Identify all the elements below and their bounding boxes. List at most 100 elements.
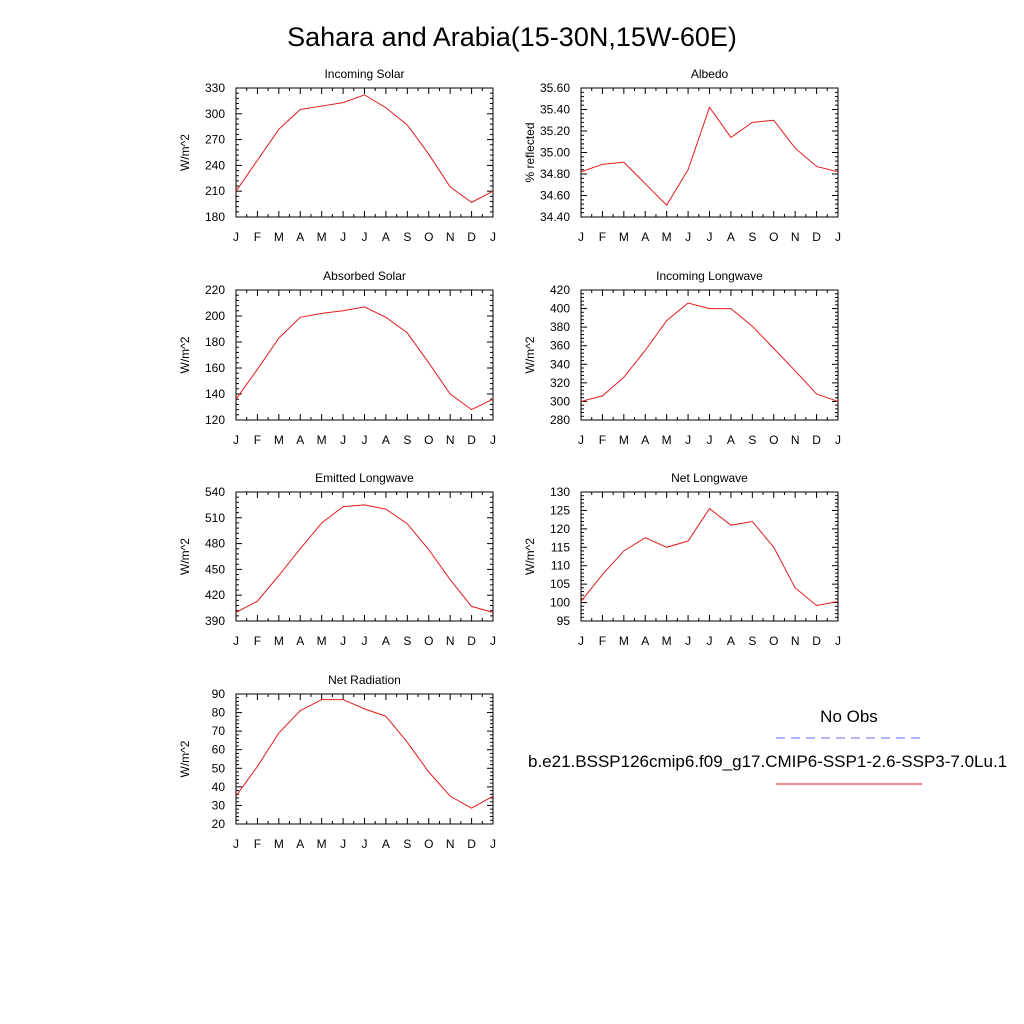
chart1-xtick-label: A [296, 230, 304, 244]
chart1-ylabel: W/m^2 [178, 134, 192, 171]
chart3-xtick-label: O [424, 433, 433, 447]
chart7-xtick-label: S [403, 837, 411, 851]
chart7-ytick-label: 70 [212, 724, 226, 738]
chart5-xtick-label: M [317, 634, 327, 648]
chart7-xtick-label: J [340, 837, 346, 851]
chart1-series-line [235, 94, 494, 203]
chart2-ytick-label: 34.40 [540, 210, 570, 224]
chart2-title: Albedo [691, 67, 729, 81]
chart4-title: Incoming Longwave [656, 269, 763, 283]
chart3-xtick-label: F [254, 433, 261, 447]
chart4-ytick-label: 420 [550, 283, 570, 297]
chart6-ytick-label: 95 [557, 614, 571, 628]
chart4-xtick-label: J [685, 433, 691, 447]
chart5-xtick-label: N [446, 634, 455, 648]
chart7-xtick-label: M [274, 837, 284, 851]
chart2-xtick-label: M [662, 230, 672, 244]
chart7-xtick-label: O [424, 837, 433, 851]
chart5-xtick-label: J [340, 634, 346, 648]
chart3-ytick-label: 200 [205, 309, 225, 323]
chart6-ytick-label: 110 [551, 559, 570, 573]
chart7-ytick-label: 50 [212, 761, 226, 775]
chart7-xtick-label: D [467, 837, 476, 851]
chart4-ytick-label: 340 [550, 357, 570, 371]
chart1-plot-frame [235, 87, 494, 218]
chart3-ytick-label: 120 [205, 413, 225, 427]
chart5-xtick-label: F [254, 634, 261, 648]
chart2-series-line [580, 106, 839, 206]
chart2-xtick-label: O [769, 230, 778, 244]
chart6-title: Net Longwave [671, 471, 748, 485]
chart4-xtick-label: A [727, 433, 735, 447]
chart1-ytick-label: 270 [205, 133, 225, 147]
chart7-ylabel: W/m^2 [178, 740, 192, 777]
chart6-xtick-label: O [769, 634, 778, 648]
figure-title: Sahara and Arabia(15-30N,15W-60E) [287, 22, 737, 52]
chart7-ytick-label: 60 [212, 743, 226, 757]
chart3-title: Absorbed Solar [323, 269, 406, 283]
chart3-xtick-label: M [274, 433, 284, 447]
chart3-xtick-label: N [446, 433, 455, 447]
chart7-ytick-label: 90 [212, 687, 226, 701]
chart4-xtick-label: J [707, 433, 713, 447]
chart1-xtick-label: N [446, 230, 455, 244]
chart7-plot-frame [235, 693, 494, 825]
chart4-xtick-label: F [599, 433, 606, 447]
chart1-xtick-label: M [317, 230, 327, 244]
chart6-ytick-label: 100 [550, 596, 570, 610]
chart1-xtick-label: J [233, 230, 239, 244]
chart6-xtick-label: J [578, 634, 584, 648]
chart6-xtick-label: A [641, 634, 649, 648]
chart1-xtick-label: A [382, 230, 390, 244]
chart3-xtick-label: A [296, 433, 304, 447]
chart3-xtick-label: J [233, 433, 239, 447]
chart2-xtick-label: A [727, 230, 735, 244]
chart3-series-line [235, 306, 494, 411]
chart7-title: Net Radiation [328, 673, 401, 687]
chart4-xtick-label: J [835, 433, 841, 447]
chart3-xtick-label: S [403, 433, 411, 447]
chart6-xtick-label: M [662, 634, 672, 648]
chart1-ytick-label: 330 [205, 81, 225, 95]
chart6-ytick-label: 120 [550, 522, 570, 536]
chart5-ytick-label: 390 [205, 614, 225, 628]
chart7-xtick-label: F [254, 837, 261, 851]
chart3-ytick-label: 220 [205, 283, 225, 297]
chart4-ytick-label: 400 [550, 302, 570, 316]
chart5-plot-frame [235, 491, 494, 622]
chart1-xtick-label: S [403, 230, 411, 244]
chart7-ytick-label: 80 [212, 706, 226, 720]
chart5-series-line [235, 504, 494, 613]
chart5-xtick-label: A [296, 634, 304, 648]
chart2-xtick-label: J [578, 230, 584, 244]
chart5-xtick-label: S [403, 634, 411, 648]
chart6-series-line [580, 507, 839, 607]
chart4-plot-frame [580, 289, 839, 421]
chart2-ytick-label: 34.60 [540, 189, 570, 203]
chart3-xtick-label: J [490, 433, 496, 447]
chart3-xtick-label: J [340, 433, 346, 447]
chart7-xtick-label: A [296, 837, 304, 851]
chart4-ytick-label: 360 [550, 339, 570, 353]
chart2-xtick-label: F [599, 230, 606, 244]
chart4-ytick-label: 380 [550, 320, 570, 334]
chart5-ytick-label: 510 [205, 511, 225, 525]
chart7-xtick-label: A [382, 837, 390, 851]
chart5-ytick-label: 450 [205, 562, 225, 576]
chart5-xtick-label: A [382, 634, 390, 648]
chart2-ylabel: % reflected [523, 122, 537, 182]
chart6-ytick-label: 125 [550, 503, 570, 517]
chart5-xtick-label: J [362, 634, 368, 648]
chart6-ytick-label: 115 [551, 540, 570, 554]
chart7-xtick-label: J [362, 837, 368, 851]
chart5-xtick-label: J [233, 634, 239, 648]
chart5-ytick-label: 540 [205, 485, 225, 499]
chart2-ytick-label: 34.80 [540, 167, 570, 181]
chart6-xtick-label: M [619, 634, 629, 648]
chart6-xtick-label: F [599, 634, 606, 648]
